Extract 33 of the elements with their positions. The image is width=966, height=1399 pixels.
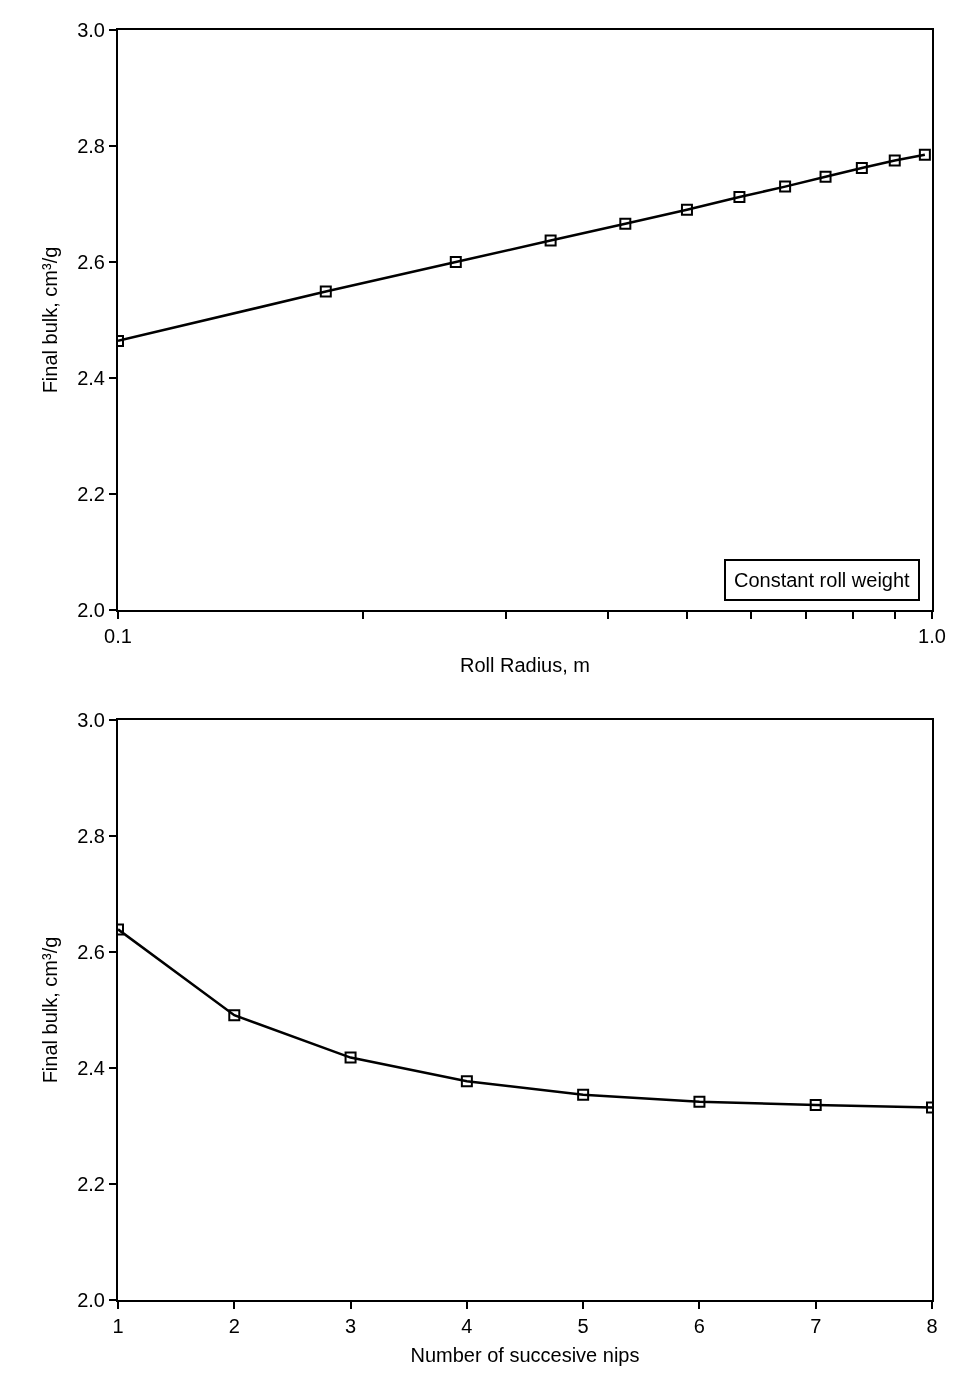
y-axis-title: Final bulk, cm³/g	[39, 246, 62, 394]
y-tick-label: 2.8	[77, 135, 105, 157]
point	[344, 1051, 357, 1064]
x-tick-label: 2	[228, 1315, 240, 1337]
y-tick-label: 2.2	[77, 1173, 105, 1195]
y-tick-label: 2.2	[77, 483, 105, 505]
y-tick-label: 2.8	[77, 825, 105, 847]
point	[809, 1099, 822, 1112]
point	[460, 1075, 473, 1088]
point	[228, 1009, 241, 1022]
x-tick-label: 5	[577, 1315, 589, 1337]
x-tick-label: 6	[693, 1315, 705, 1337]
y-tick-label: 3.0	[77, 709, 105, 731]
y-tick-label: 3.0	[77, 19, 105, 41]
x-tick-label: 1.0	[918, 625, 946, 647]
y-tick-label: 2.6	[77, 251, 105, 273]
point	[577, 1088, 590, 1101]
x-tick-label: 0.1	[104, 625, 132, 647]
x-tick-label: 7	[810, 1315, 822, 1337]
x-axis-title: Roll Radius, m	[459, 654, 591, 676]
y-tick-label: 2.4	[77, 1057, 105, 1079]
y-tick-label: 2.0	[77, 1289, 105, 1311]
x-tick-label: 8	[926, 1315, 938, 1337]
y-tick-label: 2.4	[77, 367, 105, 389]
x-axis-title: Number of succesive nips	[410, 1344, 640, 1366]
x-tick-label: 1	[112, 1315, 124, 1337]
x-tick-label: 3	[345, 1315, 357, 1337]
y-tick-label: 2.0	[77, 599, 105, 621]
x-tick-label: 4	[461, 1315, 473, 1337]
annotation: Constant roll weight	[734, 569, 911, 591]
y-tick-label: 2.6	[77, 941, 105, 963]
point	[693, 1095, 706, 1108]
y-axis-title: Final bulk, cm³/g	[39, 936, 62, 1084]
